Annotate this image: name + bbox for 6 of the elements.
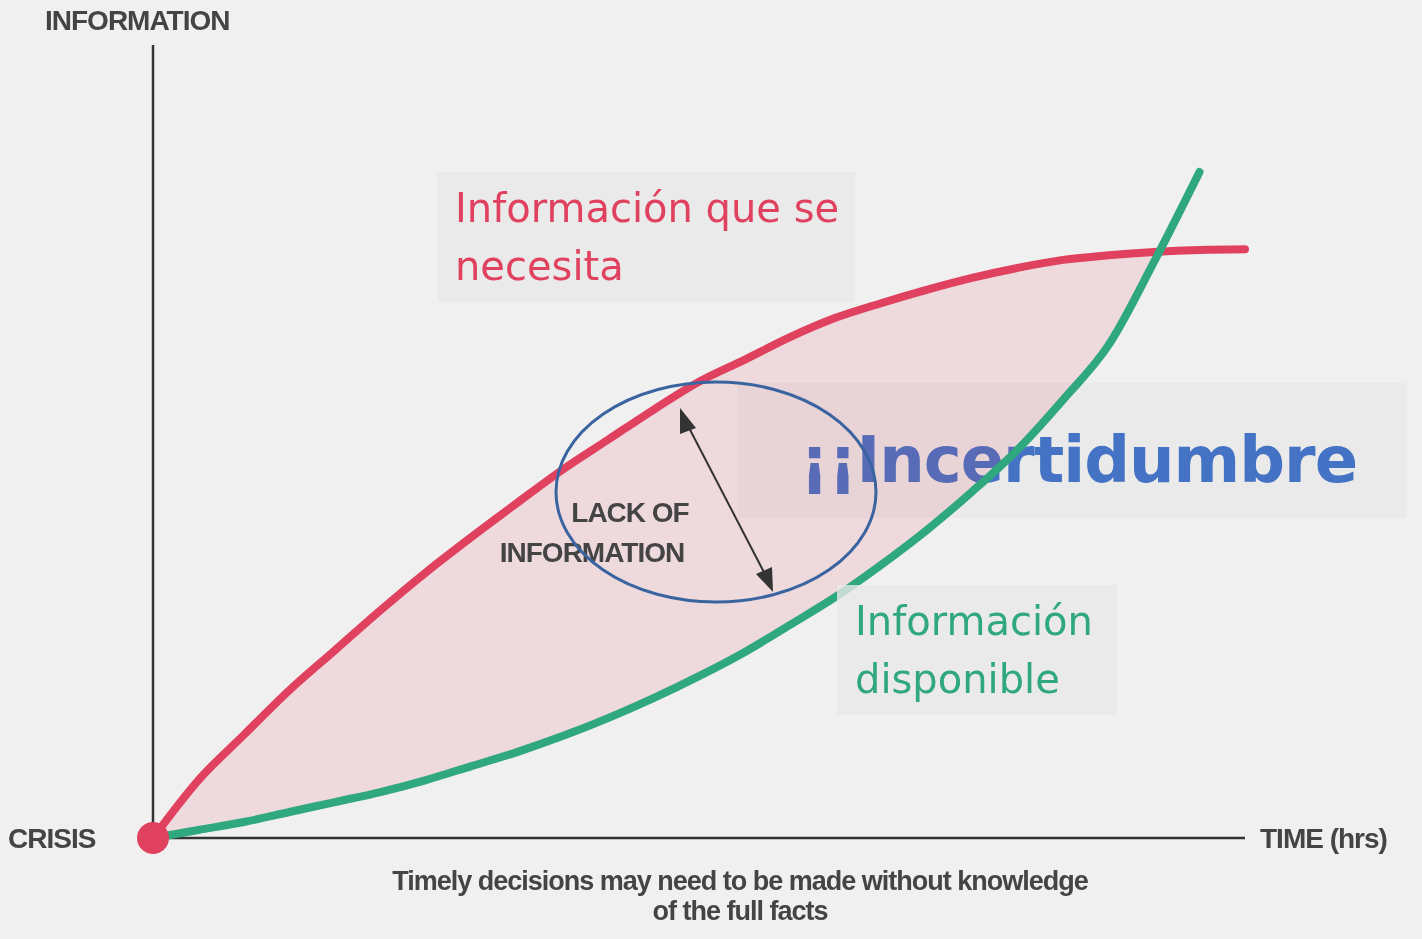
x-axis-title: TIME (hrs) — [1260, 823, 1387, 854]
text: Timely decisions may need to be made without knowledge of the full facts — [392, 866, 1089, 926]
text: CRISIS — [8, 823, 96, 854]
series-label: Información que se necesita — [455, 185, 840, 289]
series-label: Información disponible — [855, 598, 1093, 702]
y-axis-title: INFORMATION — [45, 5, 230, 36]
